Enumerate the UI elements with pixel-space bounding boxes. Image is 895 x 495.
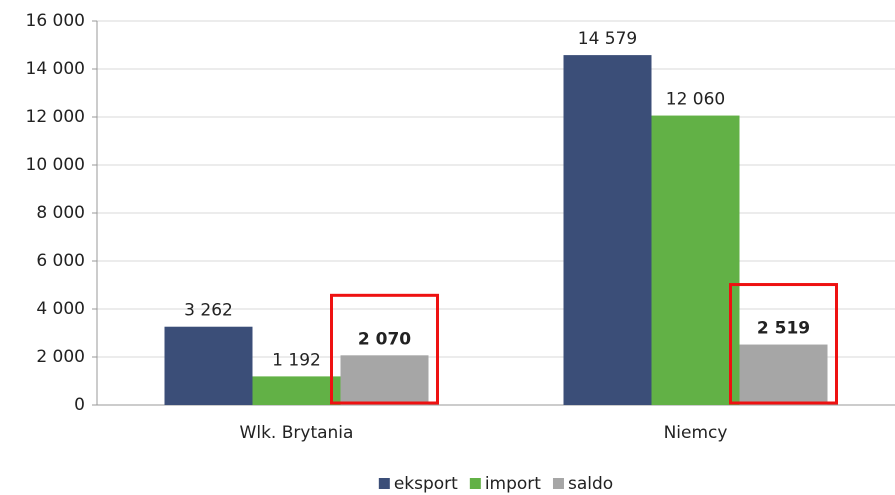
y-tick-label: 4 000 (36, 299, 85, 319)
bar (739, 344, 828, 405)
data-label: 12 060 (666, 90, 725, 110)
x-tick-label: Wlk. Brytania (240, 423, 354, 443)
y-tick-label: 8 000 (36, 203, 85, 223)
y-tick-label: 2 000 (36, 347, 85, 367)
legend-label: saldo (568, 474, 613, 494)
y-tick-label: 6 000 (36, 251, 85, 271)
y-tick-label: 10 000 (26, 155, 85, 175)
data-label: 2 070 (358, 329, 411, 349)
legend-swatch (469, 478, 481, 489)
bar (340, 355, 429, 405)
legend-swatch (552, 478, 564, 489)
legend-swatch (378, 478, 390, 489)
data-label: 3 262 (184, 301, 233, 321)
legend-label: eksport (394, 474, 458, 494)
legend-label: import (485, 474, 541, 494)
data-label: 1 192 (272, 350, 321, 370)
bar (164, 326, 253, 405)
data-label: 14 579 (578, 29, 637, 49)
y-tick-label: 12 000 (26, 107, 85, 127)
y-tick-label: 0 (74, 395, 85, 415)
highlight-box (729, 283, 838, 405)
bar (563, 55, 652, 405)
x-tick-label: Niemcy (664, 423, 728, 443)
data-label: 2 519 (757, 319, 810, 339)
bar (651, 115, 740, 405)
y-tick-label: 16 000 (26, 11, 85, 31)
y-tick-label: 14 000 (26, 59, 85, 79)
highlight-box (330, 293, 439, 405)
bar (252, 376, 341, 405)
